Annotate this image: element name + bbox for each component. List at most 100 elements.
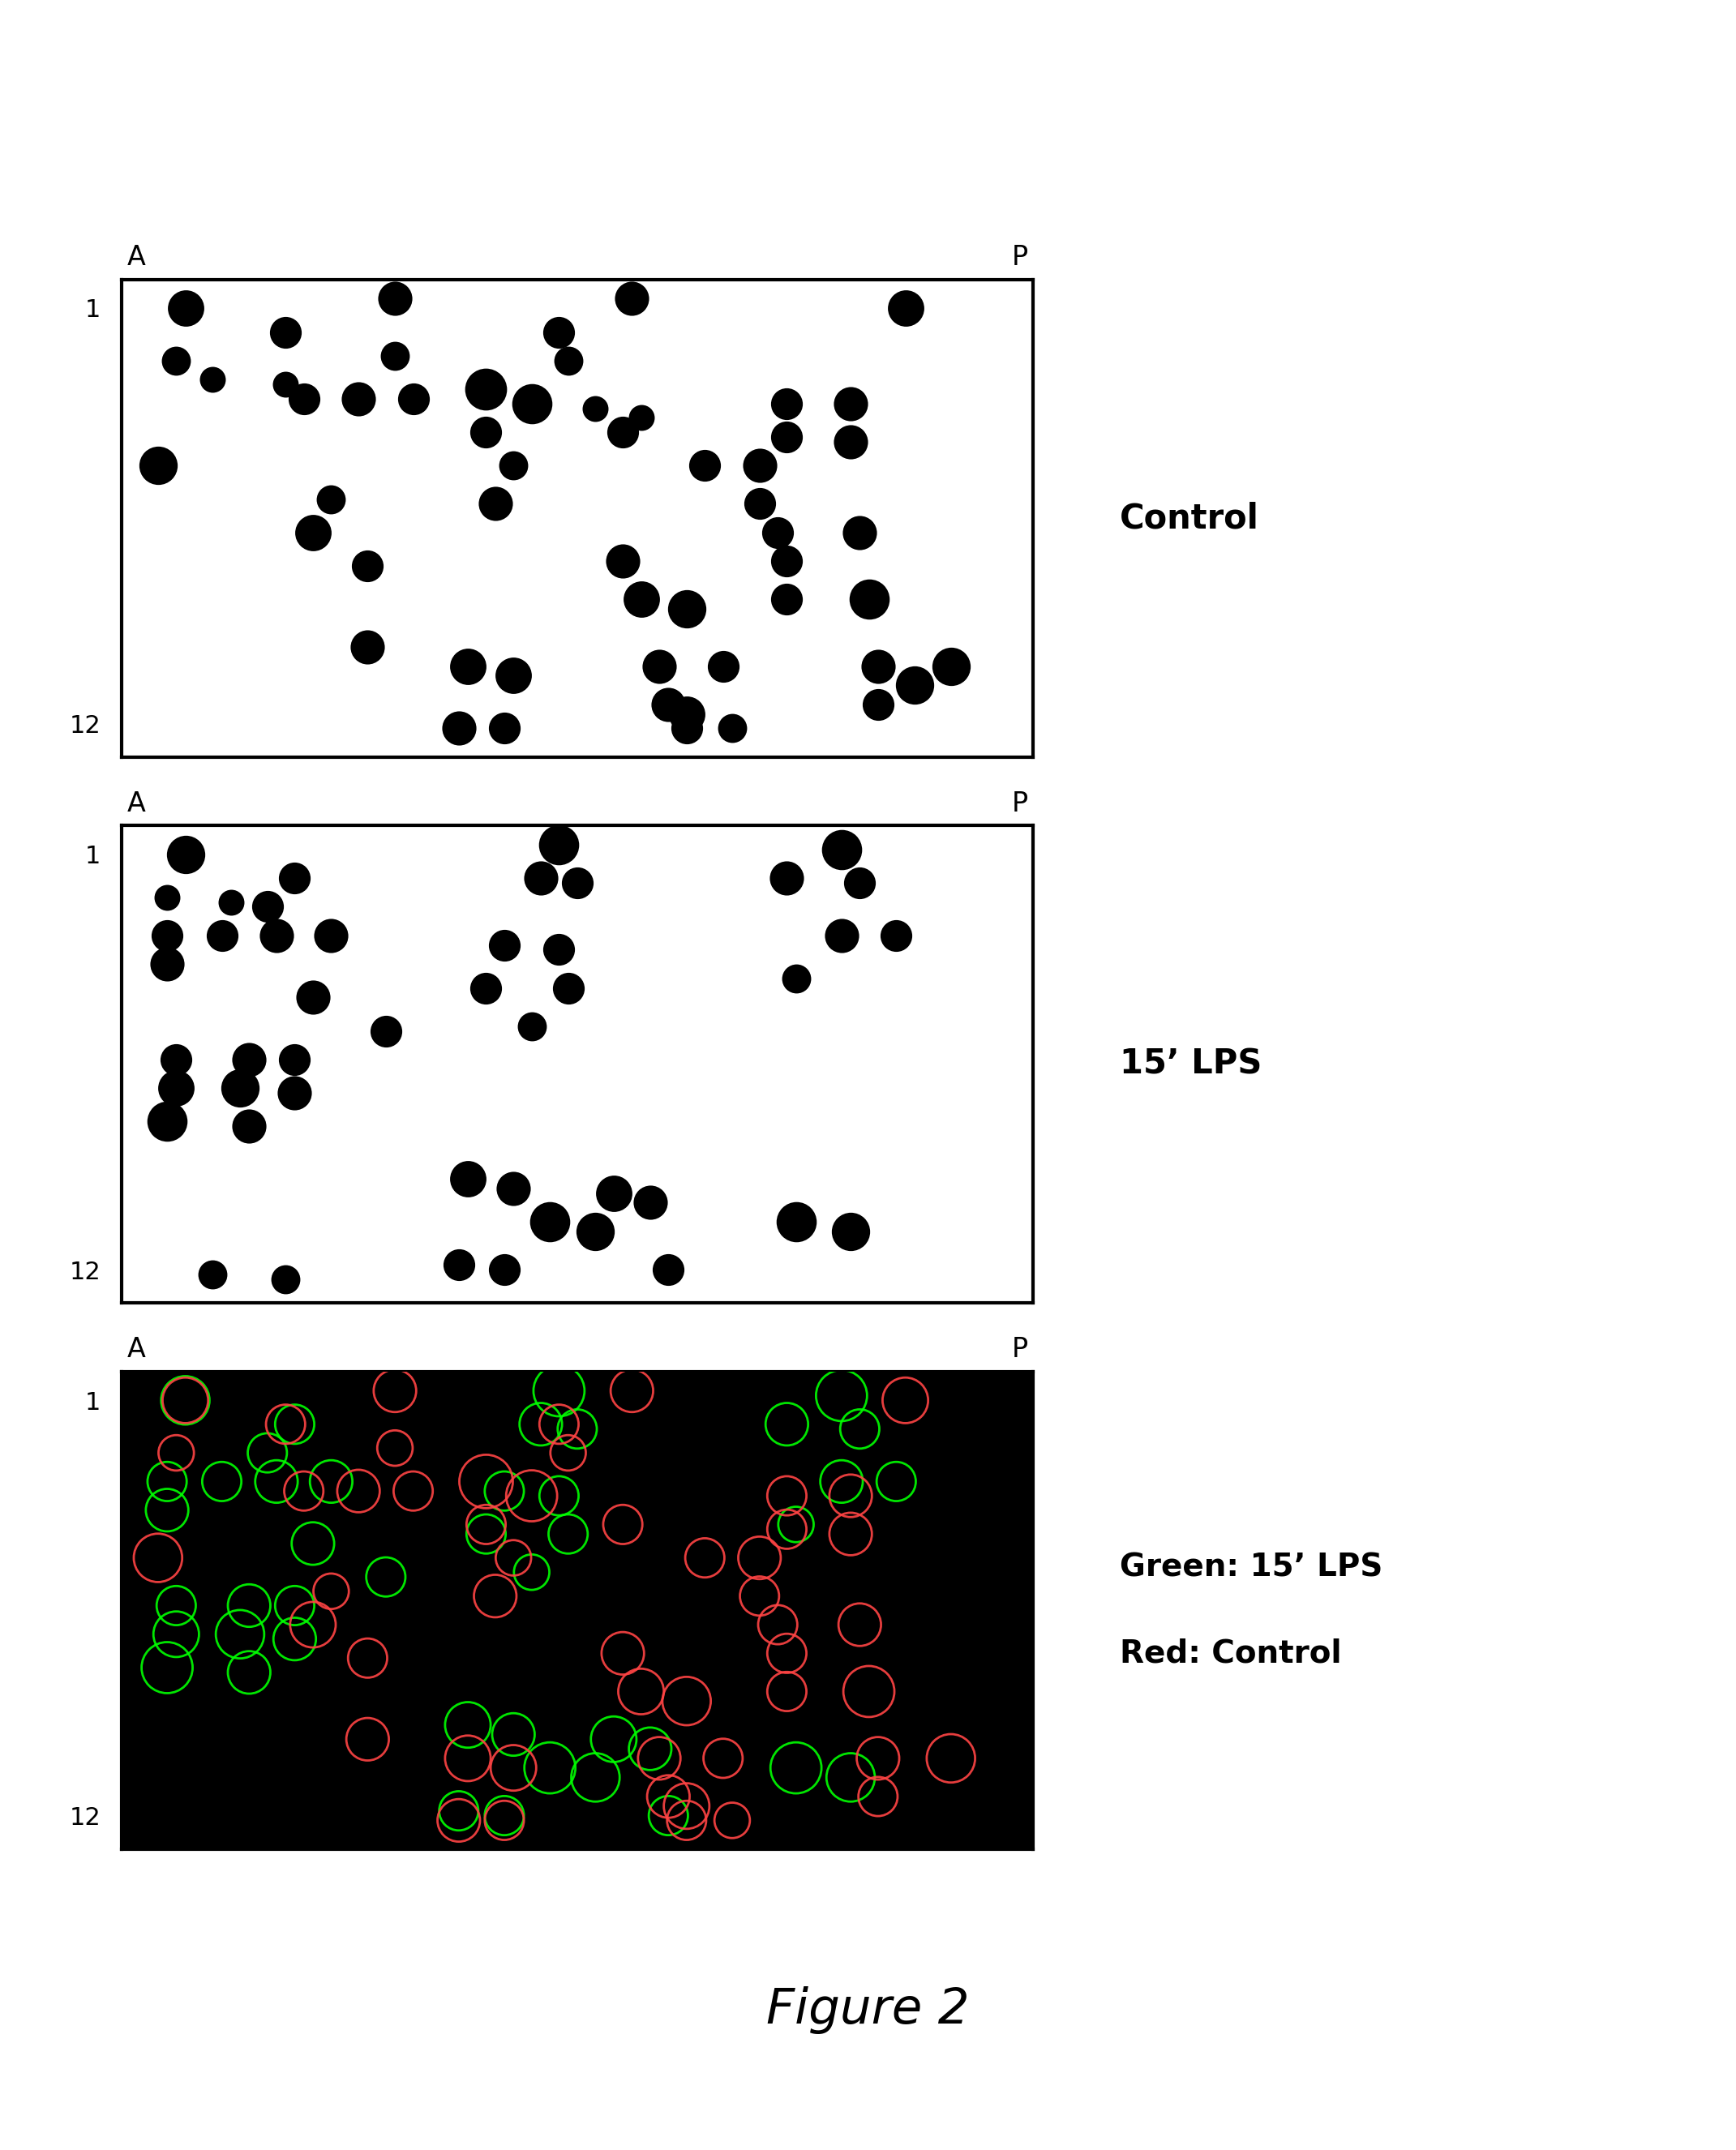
Point (490, 927, 517, 961)
Point (153, 1105, 181, 1140)
Point (490, 1251, 517, 1286)
Point (854, 1675, 882, 1709)
Point (354, 630, 382, 664)
Text: 1: 1 (85, 845, 101, 869)
Point (399, 381, 427, 415)
Point (674, 1683, 701, 1718)
Point (892, 1382, 920, 1417)
Point (281, 860, 309, 894)
Text: A: A (127, 1337, 146, 1363)
Point (691, 449, 719, 484)
Point (837, 1479, 865, 1514)
Text: 1: 1 (85, 1391, 101, 1415)
Point (545, 828, 573, 862)
Point (609, 1636, 637, 1671)
Point (710, 649, 738, 684)
Point (837, 1215, 865, 1249)
Point (200, 1258, 226, 1292)
Point (271, 1406, 300, 1441)
Point (865, 1780, 892, 1815)
Text: 12: 12 (69, 714, 101, 737)
Point (773, 387, 800, 421)
Point (710, 1742, 738, 1776)
Point (236, 1589, 264, 1623)
Point (236, 1109, 264, 1144)
Point (654, 1780, 682, 1815)
Point (618, 1374, 646, 1408)
Point (545, 933, 573, 968)
Point (828, 918, 856, 952)
Text: P: P (1012, 791, 1028, 817)
Point (281, 1075, 309, 1109)
Point (153, 918, 181, 952)
Point (865, 688, 892, 722)
Point (444, 1804, 472, 1838)
Point (444, 1247, 472, 1281)
Point (472, 1507, 500, 1542)
Point (937, 1742, 965, 1776)
Point (382, 1374, 410, 1408)
Point (654, 1797, 682, 1832)
Point (882, 918, 910, 952)
Point (609, 1507, 637, 1542)
Point (719, 712, 746, 746)
Point (318, 918, 345, 952)
Point (163, 1071, 191, 1105)
Point (828, 1378, 856, 1413)
Point (554, 970, 582, 1004)
Point (444, 1793, 472, 1828)
Point (354, 1722, 382, 1757)
Point (472, 970, 500, 1004)
Point (845, 866, 873, 901)
Point (545, 1406, 573, 1441)
Point (554, 1516, 582, 1550)
Point (500, 1172, 528, 1206)
Point (517, 1479, 545, 1514)
Text: Control: Control (1120, 501, 1259, 535)
Point (271, 314, 300, 348)
Point (281, 1589, 309, 1623)
Point (882, 1464, 910, 1499)
Point (773, 419, 800, 454)
Point (528, 1406, 556, 1441)
Point (773, 860, 800, 894)
Point (144, 1542, 172, 1576)
Point (172, 1382, 200, 1417)
Point (472, 1516, 500, 1550)
Point (609, 415, 637, 449)
Point (554, 1436, 582, 1471)
Point (601, 1722, 628, 1757)
Point (318, 1574, 345, 1608)
Point (674, 712, 701, 746)
Point (582, 391, 609, 426)
Point (153, 1492, 181, 1526)
Point (582, 1215, 609, 1249)
Point (262, 918, 290, 952)
Point (455, 1707, 483, 1742)
Point (472, 415, 500, 449)
Point (674, 697, 701, 731)
Point (490, 712, 517, 746)
Point (500, 1718, 528, 1752)
Point (200, 363, 226, 398)
Point (773, 1406, 800, 1441)
Point (490, 1797, 517, 1832)
Point (654, 1251, 682, 1286)
Point (691, 1542, 719, 1576)
Point (163, 1436, 191, 1471)
Point (344, 381, 373, 415)
Point (163, 1589, 191, 1623)
Point (865, 649, 892, 684)
Point (472, 1464, 500, 1499)
Point (208, 918, 236, 952)
Point (773, 1511, 800, 1546)
Point (217, 886, 245, 920)
Point (536, 1204, 564, 1238)
Point (163, 1043, 191, 1077)
Point (299, 980, 326, 1015)
Point (674, 1789, 701, 1823)
Point (646, 649, 674, 684)
Point (601, 1176, 628, 1210)
Point (554, 344, 582, 378)
Point (609, 544, 637, 578)
